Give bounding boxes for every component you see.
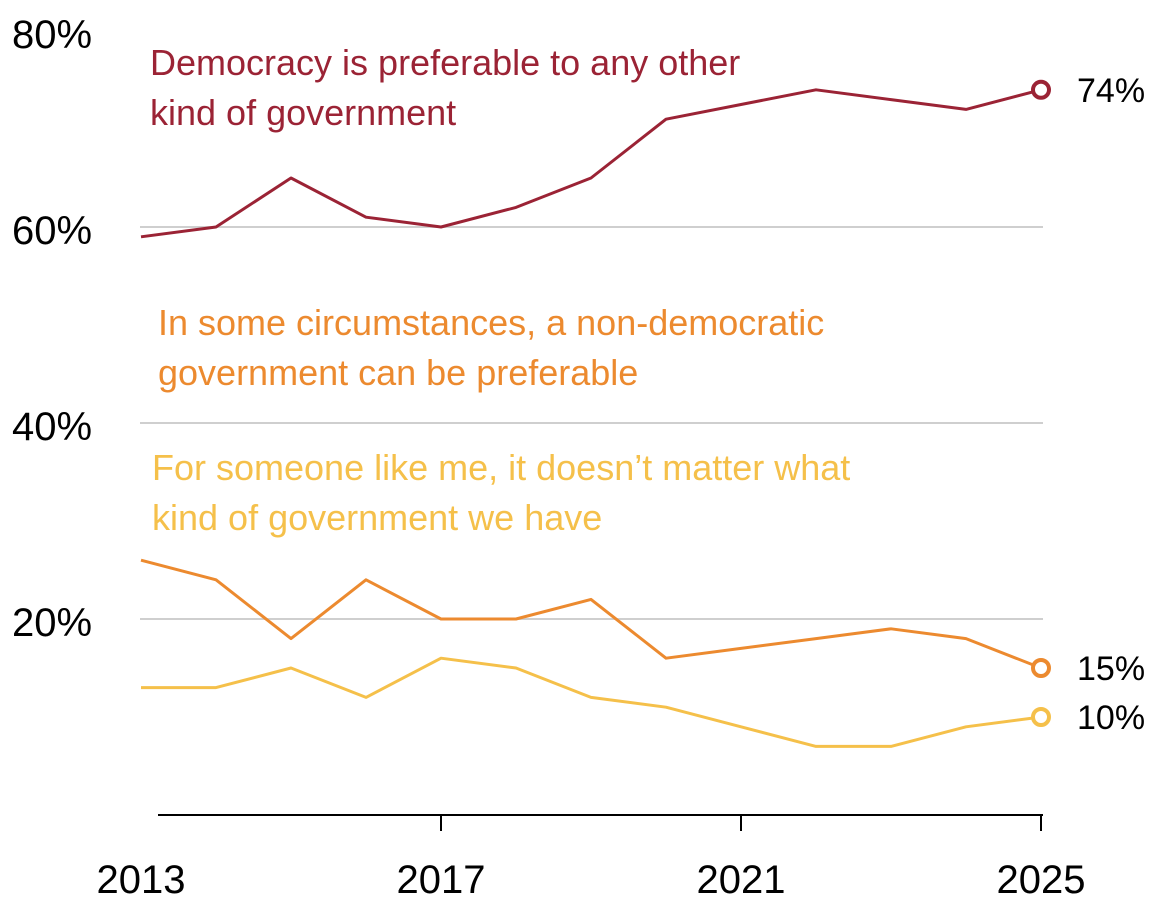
end-label-doesnt-matter: 10% (1077, 699, 1145, 737)
y-tick-label-40: 40% (12, 405, 92, 449)
end-marker-non-democratic (1031, 658, 1051, 678)
end-marker-doesnt-matter (1031, 707, 1051, 727)
series-label-doesnt-matter-line-2: kind of government we have (152, 497, 602, 538)
series-label-doesnt-matter: For someone like me, it doesn’t matter w… (152, 447, 850, 538)
x-tick-label-2025: 2025 (997, 858, 1086, 898)
end-label-democracy: 74% (1077, 72, 1145, 110)
series-label-non-democratic: In some circumstances, a non-democratic … (158, 302, 824, 393)
series-label-democracy-line-2: kind of government (150, 92, 456, 133)
series-label-non-democratic-line-2: government can be preferable (158, 352, 638, 393)
x-tick-label-2017: 2017 (397, 858, 486, 898)
series-label-doesnt-matter-line-1: For someone like me, it doesn’t matter w… (152, 447, 850, 488)
end-label-non-democratic: 15% (1077, 650, 1145, 688)
series-line-democracy (140, 88, 1042, 239)
series-layer: 74% 15% 10% (140, 72, 1145, 748)
series-line-non-democratic (140, 558, 1042, 670)
y-tick-label-80: 80% (12, 13, 92, 57)
series-line-doesnt-matter (141, 656, 1042, 748)
series-label-non-democratic-line-1: In some circumstances, a non-democratic (158, 302, 824, 343)
x-tick-label-2013: 2013 (97, 858, 186, 898)
series-label-democracy: Democracy is preferable to any other kin… (150, 42, 740, 133)
end-marker-democracy (1031, 79, 1051, 100)
series-label-democracy-line-1: Democracy is preferable to any other (150, 42, 740, 83)
y-tick-label-20: 20% (12, 601, 92, 645)
y-tick-label-60: 60% (12, 209, 92, 253)
x-tick-label-2021: 2021 (697, 858, 786, 898)
